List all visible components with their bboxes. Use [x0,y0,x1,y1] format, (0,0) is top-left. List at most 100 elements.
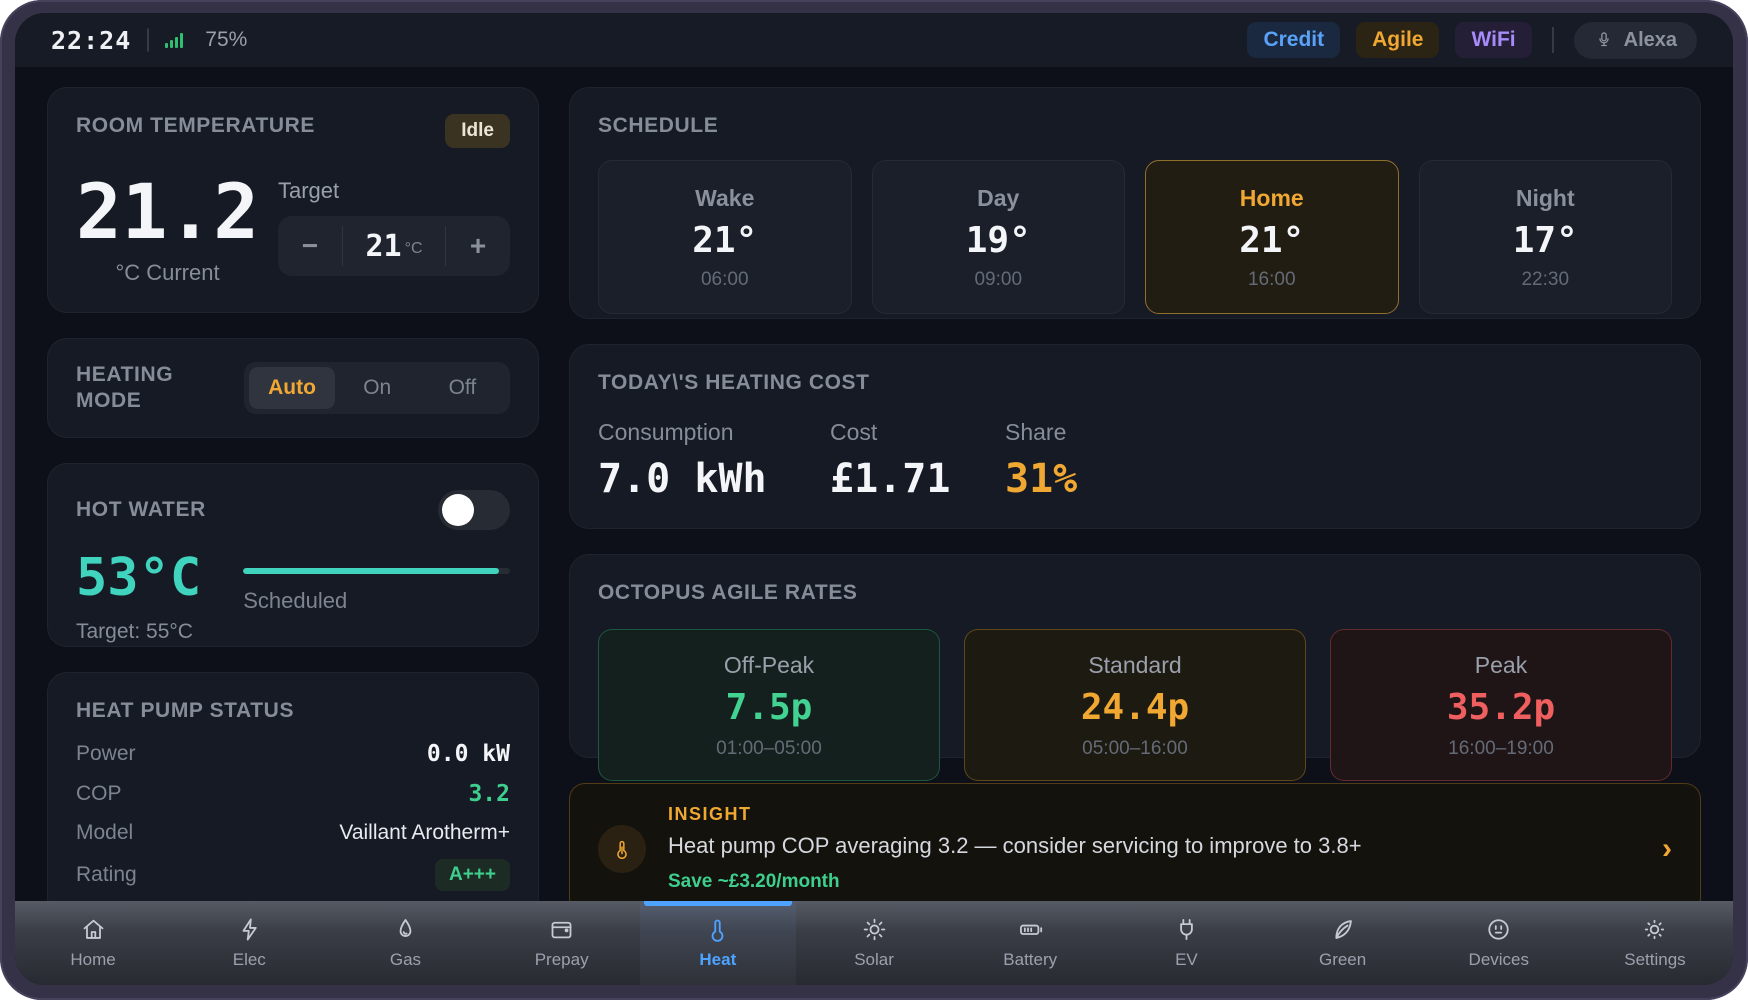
tab-label: Devices [1468,950,1530,969]
flame-icon [399,919,412,937]
model-value: Vaillant Arotherm+ [339,821,510,844]
tab-label: EV [1175,950,1198,969]
slot-time: 09:00 [974,269,1023,290]
heating-cost-card: TODAY\'S HEATING COST Consumption 7.0 kW… [569,344,1701,529]
hot-water-status: Scheduled [243,588,348,613]
agile-badge: Agile [1356,22,1440,58]
schedule-title: SCHEDULE [598,114,719,137]
metric-consumption: Consumption 7.0 kWh [598,419,830,502]
tab-settings[interactable]: Settings [1577,901,1733,985]
tab-label: Prepay [534,950,589,969]
status-bar: 22:24 75% Credit Agile WiFi Alexa [15,13,1733,67]
consumption-value: 7.0 kWh [598,456,767,502]
pump-row-cop: COP 3.2 [76,781,510,807]
metric-label: Consumption [598,419,734,445]
share-value: 31% [1005,456,1078,502]
slot-time: 06:00 [700,269,749,290]
slot-temp: 21° [692,220,758,261]
rate-price: 7.5p [725,687,813,728]
rate-name: Peak [1474,652,1528,678]
signal-icon [165,32,184,48]
battery-icon [1019,924,1042,935]
metric-label: Cost [830,419,878,445]
rate-name: Off-Peak [723,652,815,678]
pump-row-model: Model Vaillant Arotherm+ [76,821,510,845]
tab-solar[interactable]: Solar [796,901,952,985]
room-temperature-card: ROOM TEMPERATURE Idle 21.2 °C Current Ta… [47,87,539,313]
decrease-target-button[interactable]: − [278,216,342,276]
tab-label: Elec [232,950,266,969]
agile-rates-card: OCTOPUS AGILE RATES Off-Peak 7.5p 01:00–… [569,554,1701,781]
tab-devices[interactable]: Devices [1421,901,1577,985]
rate-window: 16:00–19:00 [1448,738,1554,759]
hot-water-toggle[interactable] [438,490,510,530]
tab-home[interactable]: Home [15,901,171,985]
hot-water-progress [243,568,510,574]
tab-gas[interactable]: Gas [327,901,483,985]
slot-time: 22:30 [1521,269,1570,290]
slot-temp: 19° [965,220,1031,261]
wifi-badge: WiFi [1455,22,1532,58]
rate-price: 24.4p [1080,687,1190,728]
current-temperature-value: 21.2 [76,167,260,256]
hot-water-title: HOT WATER [76,498,206,521]
slot-name: Wake [695,185,755,211]
schedule-slot-home[interactable]: Home 21° 16:00 [1145,160,1399,314]
schedule-slot-night[interactable]: Night 17° 22:30 [1418,160,1672,314]
slot-name: Night [1515,185,1575,211]
row-label: Rating [76,863,137,886]
settings-icon [1645,919,1665,940]
tab-battery[interactable]: Battery [952,901,1108,985]
heating-mode-title: HEATING MODE [76,362,174,412]
mode-off-button[interactable]: Off [420,367,505,409]
insight-banner[interactable]: INSIGHT Heat pump COP averaging 3.2 — co… [569,783,1701,914]
divider [445,226,446,266]
leaf-icon [1335,920,1352,939]
row-label: COP [76,782,122,805]
rate-window: 05:00–16:00 [1082,738,1188,759]
heating-cost-title: TODAY\'S HEATING COST [598,371,870,394]
credit-badge: Credit [1247,22,1341,58]
increase-target-button[interactable]: + [446,216,510,276]
battery-percent: 75% [205,28,248,51]
tab-heat[interactable]: Heat [639,901,796,985]
tab-ev[interactable]: EV [1108,901,1264,985]
slot-name: Day [977,185,1020,211]
divider [147,28,150,52]
slot-temp: 21° [1239,220,1305,261]
chevron-right-icon[interactable]: › [1662,831,1672,865]
insight-saving: Save ~£3.20/month [668,871,840,892]
hot-water-temperature: 53°C [76,548,202,608]
thermometer-badge-icon [598,824,646,873]
room-temperature-title: ROOM TEMPERATURE [76,114,316,137]
rate-peak: Peak 35.2p 16:00–19:00 [1330,629,1672,781]
tab-elec[interactable]: Elec [171,901,327,985]
schedule-slot-day[interactable]: Day 19° 09:00 [871,160,1125,314]
rate-name: Standard [1088,652,1182,678]
hot-water-progress-fill [243,568,500,574]
tab-label: Heat [699,950,737,969]
slot-name: Home [1239,185,1304,211]
target-temperature-unit: °C [404,240,423,257]
insight-label: INSIGHT [668,804,752,824]
main-content: ROOM TEMPERATURE Idle 21.2 °C Current Ta… [15,67,1733,918]
heating-mode-segmented-control: Auto On Off [244,362,510,414]
mode-auto-button[interactable]: Auto [249,367,335,409]
thermometer-icon [712,919,724,942]
sun-icon [863,918,885,941]
alexa-button[interactable]: Alexa [1573,21,1697,59]
pump-row-power: Power 0.0 kW [76,741,510,767]
rate-off-peak: Off-Peak 7.5p 01:00–05:00 [598,629,940,781]
tab-label: Settings [1624,950,1686,969]
rating-badge: A+++ [434,859,510,891]
tab-label: Green [1318,950,1367,969]
mic-icon [1598,32,1609,47]
tab-prepay[interactable]: Prepay [484,901,640,985]
tab-label: Solar [854,950,894,969]
mode-on-button[interactable]: On [335,367,420,409]
app-screen: 22:24 75% Credit Agile WiFi Alexa [15,13,1733,985]
schedule-slot-wake[interactable]: Wake 21° 06:00 [598,160,852,314]
devices-icon [1488,919,1509,940]
tab-green[interactable]: Green [1265,901,1421,985]
rate-price: 35.2p [1446,687,1556,728]
